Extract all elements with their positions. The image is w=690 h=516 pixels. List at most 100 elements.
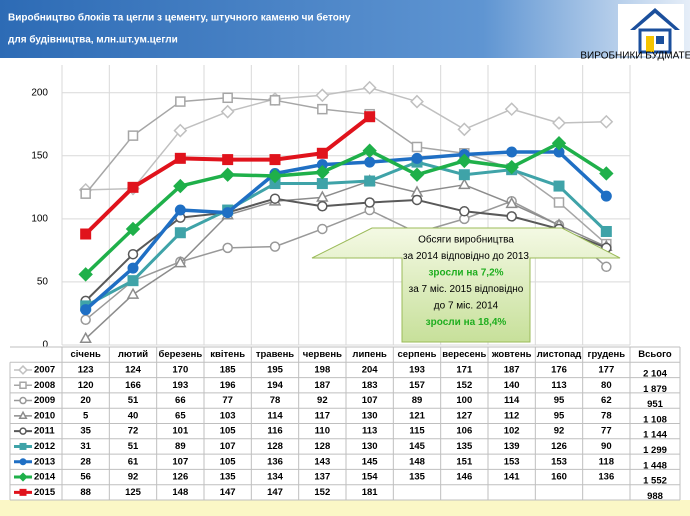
table-value: 105 — [220, 426, 237, 437]
x-tick-label: квітень — [210, 349, 245, 360]
table-value: 141 — [504, 472, 521, 483]
table-value: 193 — [409, 364, 425, 375]
legend-label: 2013 — [34, 456, 55, 467]
table-value: 28 — [80, 456, 91, 467]
table-total: 2 104 — [643, 368, 667, 379]
point — [222, 242, 233, 254]
table-value: 35 — [80, 426, 91, 437]
point — [220, 104, 235, 119]
table-value: 127 — [456, 410, 472, 421]
annotation-text: Обсяги виробництва — [418, 234, 514, 246]
point — [127, 262, 139, 274]
table-total: 988 — [647, 491, 663, 502]
legend-label: 2010 — [34, 410, 55, 421]
table-value: 143 — [314, 456, 330, 467]
point — [364, 111, 376, 123]
table-value: 135 — [456, 441, 473, 452]
point — [79, 331, 92, 344]
point — [127, 248, 139, 260]
table-value: 125 — [125, 487, 142, 498]
table-value: 170 — [172, 364, 188, 375]
table-total: 1 879 — [643, 384, 667, 395]
table-value: 136 — [267, 456, 283, 467]
point — [316, 178, 328, 190]
point — [174, 256, 187, 268]
footer-bar — [0, 500, 690, 516]
table-value: 95 — [554, 410, 565, 421]
point — [504, 102, 519, 117]
series-line — [85, 97, 607, 245]
table-value: 103 — [220, 410, 236, 421]
point — [222, 92, 233, 104]
point — [601, 261, 612, 273]
x-tick-label: вересень — [442, 349, 486, 360]
point — [553, 197, 565, 208]
table-value: 152 — [314, 487, 330, 498]
table-value: 194 — [267, 380, 284, 391]
point — [364, 175, 376, 187]
point — [506, 211, 517, 222]
point — [80, 304, 92, 316]
point — [600, 190, 612, 202]
table-value: 92 — [554, 426, 565, 437]
series-line — [84, 160, 608, 308]
table-value: 153 — [551, 456, 567, 467]
table-value: 66 — [175, 395, 186, 406]
table-value: 145 — [362, 456, 379, 467]
table-value: 135 — [409, 472, 426, 483]
table-value: 116 — [267, 426, 282, 437]
annotation-box — [311, 227, 621, 343]
point — [80, 188, 91, 199]
point — [78, 267, 93, 282]
table-value: 114 — [267, 410, 283, 421]
series-line — [84, 197, 607, 302]
y-tick-label: 150 — [31, 150, 48, 161]
table-value: 92 — [128, 472, 139, 483]
point — [364, 197, 375, 208]
series-line — [85, 200, 607, 321]
table-value: 128 — [267, 441, 283, 452]
chart-title: для будівництва, млн.шт.ум.цегли — [8, 34, 178, 46]
table-value: 65 — [175, 410, 186, 421]
point — [362, 143, 377, 158]
point — [220, 167, 235, 182]
point — [127, 181, 139, 193]
table-value: 105 — [220, 456, 237, 467]
point — [553, 180, 565, 192]
point — [317, 223, 328, 235]
point — [315, 165, 330, 180]
x-tick-label: лютий — [118, 349, 148, 360]
annotation-text: зросли на 18,4% — [426, 317, 507, 328]
table-value: 107 — [362, 395, 378, 406]
point — [269, 154, 281, 166]
point — [222, 154, 234, 166]
y-tick-label: 200 — [31, 87, 48, 98]
table-value: 5 — [83, 410, 89, 421]
point — [19, 458, 27, 466]
logo-text: ВИРОБНИКИ БУДМАТЕРІАЛІВ — [580, 51, 690, 62]
table-total: 1 299 — [643, 445, 667, 456]
point — [315, 88, 330, 103]
table-value: 140 — [504, 380, 520, 391]
table-value: 113 — [362, 426, 377, 437]
table-value: 177 — [598, 364, 614, 375]
point — [457, 153, 472, 169]
table-value: 106 — [456, 426, 472, 437]
table-value: 130 — [362, 410, 378, 421]
logo: ВИРОБНИКИ БУДМАТЕРІАЛІВ — [580, 4, 690, 62]
table-value: 100 — [456, 395, 472, 406]
table-value: 78 — [601, 410, 612, 421]
table-value: 124 — [125, 364, 142, 375]
point — [362, 80, 377, 95]
table-value: 139 — [504, 441, 520, 452]
table-value: 51 — [128, 395, 139, 406]
point — [505, 196, 518, 209]
point — [19, 381, 27, 389]
table-value: 148 — [409, 456, 425, 467]
table-value: 113 — [551, 380, 566, 391]
table-value: 112 — [504, 410, 519, 421]
point — [19, 488, 27, 496]
table-value: 77 — [222, 395, 233, 406]
table-value: 204 — [362, 364, 379, 375]
table-total: 1 108 — [643, 414, 667, 425]
